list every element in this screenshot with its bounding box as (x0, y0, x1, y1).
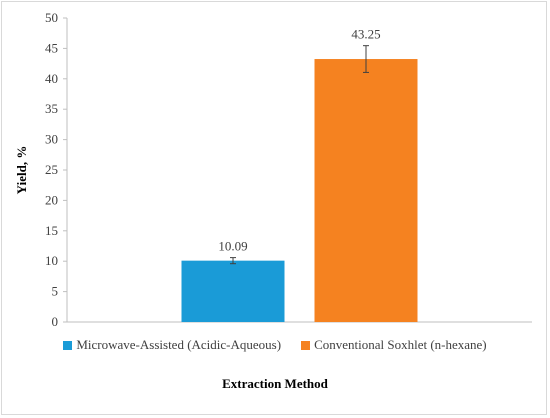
bars: 10.09 43.25 (181, 27, 418, 322)
legend-item-soxhlet: Conventional Soxhlet (n-hexane) (301, 337, 487, 353)
legend-swatch-soxhlet (301, 340, 311, 350)
x-axis-title: Extraction Method (222, 376, 329, 391)
legend-label-soxhlet: Conventional Soxhlet (n-hexane) (314, 337, 487, 352)
y-axis-ticks: 0 5 10 15 20 25 30 35 40 45 50 (45, 10, 67, 329)
legend-swatch-microwave (63, 340, 73, 350)
data-label: 43.25 (351, 27, 380, 42)
y-tick-label: 25 (45, 162, 58, 177)
legend: Microwave-Assisted (Acidic-Aqueous) Conv… (0, 337, 550, 353)
y-tick-label: 15 (45, 223, 58, 238)
legend-item-microwave: Microwave-Assisted (Acidic-Aqueous) (63, 337, 281, 353)
y-tick-label: 20 (45, 192, 58, 207)
data-label: 10.09 (218, 239, 247, 254)
y-tick-label: 0 (52, 314, 59, 329)
y-axis-title: Yield, % (14, 146, 29, 195)
bar (181, 260, 285, 322)
y-tick-label: 40 (45, 71, 58, 86)
y-tick-label: 50 (45, 10, 58, 25)
y-tick-label: 45 (45, 40, 58, 55)
y-tick-label: 10 (45, 253, 58, 268)
y-tick-label: 35 (45, 101, 58, 116)
y-tick-label: 30 (45, 132, 58, 147)
y-tick-label: 5 (52, 284, 59, 299)
legend-label-microwave: Microwave-Assisted (Acidic-Aqueous) (76, 337, 282, 352)
bar (314, 59, 418, 322)
